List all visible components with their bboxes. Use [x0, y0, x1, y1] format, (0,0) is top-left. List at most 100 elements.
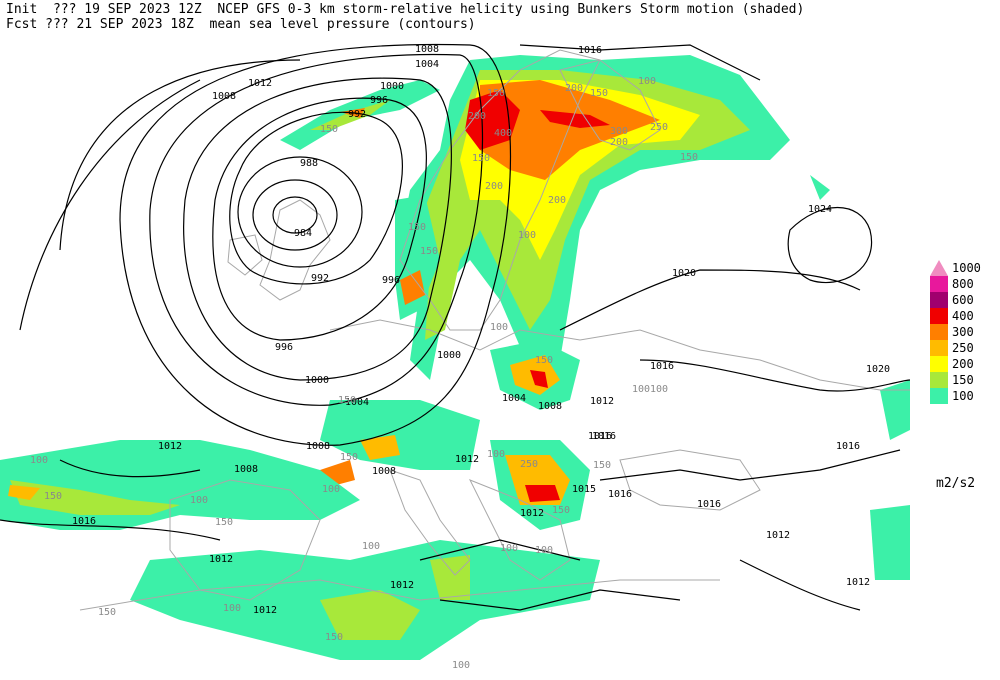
coastline-british-isles [259, 199, 331, 301]
legend-entry: 1000 [930, 260, 1000, 276]
coastline-italy [389, 469, 471, 576]
legend-swatch [930, 340, 948, 356]
helicity-area-east [880, 380, 910, 440]
helicity-label: 150 [215, 517, 233, 528]
pressure-label: 1012 [248, 78, 272, 89]
helicity-label: 150 [680, 152, 698, 163]
isobar-1020-east [559, 269, 861, 331]
helicity-label: 100 [490, 322, 508, 333]
helicity-area-sw-band-200 [8, 485, 40, 500]
pressure-label: 1000 [305, 375, 329, 386]
pressure-label: 1008 [306, 441, 330, 452]
helicity-area-scandinavia-400b [540, 110, 610, 128]
isobar-984 [272, 196, 318, 234]
helicity-area-alps [320, 400, 480, 470]
pressure-label: 996 [382, 275, 400, 286]
helicity-area-med-150 [320, 590, 420, 640]
pressure-label: 1016 [650, 361, 674, 372]
pressure-label: 1000 [437, 350, 461, 361]
helicity-label: 100 [362, 541, 380, 552]
pressure-label: 1004 [345, 397, 369, 408]
helicity-label: 150 [44, 491, 62, 502]
pressure-label: 1016 [608, 489, 632, 500]
pressure-contours [0, 43, 911, 611]
pressure-label: 1008 [234, 464, 258, 475]
helicity-area-finland [810, 175, 830, 200]
coastline-finland [559, 59, 661, 151]
helicity-label: 150 [593, 460, 611, 471]
pressure-label: 996 [275, 342, 293, 353]
helicity-area-poland-400 [530, 370, 548, 388]
isobar-1012-south [419, 539, 681, 611]
legend-entry: 800 [930, 276, 1000, 292]
helicity-label: 150 [338, 395, 356, 406]
helicity-label: 100 [638, 76, 656, 87]
legend-swatch [930, 372, 948, 388]
legend-swatch [930, 292, 948, 308]
helicity-area-scandinavia-400 [465, 90, 520, 150]
legend-label: 400 [952, 309, 974, 323]
coastline-north-africa [79, 579, 720, 611]
isobar-996 [212, 97, 427, 341]
pressure-contour-labels: 1008 1016 1012 1004 1008 996 1000 992 98… [72, 44, 890, 616]
helicity-label: 150 [590, 88, 608, 99]
helicity-area-alps-200 [360, 435, 400, 460]
legend-entry: 150 [930, 372, 1000, 388]
legend-swatch [930, 260, 948, 276]
pressure-label: 1012 [158, 441, 182, 452]
legend-label: 150 [952, 373, 974, 387]
isobar-992 [229, 111, 403, 285]
pressure-label: 1004 [415, 59, 439, 70]
legend-label: 100 [952, 389, 974, 403]
legend-label: 800 [952, 277, 974, 291]
legend-swatch [930, 388, 948, 404]
pressure-label: 996 [370, 95, 388, 106]
pressure-label: 1020 [672, 268, 696, 279]
legend-swatch [930, 308, 948, 324]
helicity-label: 100 [535, 545, 553, 556]
helicity-label: 200 [468, 111, 486, 122]
coastline-balkans-greece [468, 479, 571, 581]
helicity-area-sw-band-150 [10, 480, 180, 515]
helicity-label: 100 [518, 230, 536, 241]
helicity-contour-labels: 100 200 150 150 300 200 250 150 400 200 … [30, 76, 698, 671]
coastline-scandinavia [399, 49, 601, 331]
legend-label: 200 [952, 357, 974, 371]
pressure-label: 992 [348, 109, 366, 120]
legend-label: 300 [952, 325, 974, 339]
isobar-1016-east [639, 359, 911, 392]
helicity-label: 100 [223, 603, 241, 614]
helicity-label: 200 [485, 181, 503, 192]
isobar-1024 [787, 207, 873, 284]
helicity-label: 150 [535, 355, 553, 366]
legend-units: m2/s2 [936, 476, 976, 491]
pressure-label: 1024 [808, 204, 832, 215]
legend-entry: 300 [930, 324, 1000, 340]
legend-entry: 600 [930, 292, 1000, 308]
helicity-label: 100 [30, 455, 48, 466]
helicity-area-med-150b [430, 555, 470, 600]
legend-swatch [930, 276, 948, 292]
pressure-label: 1008 [415, 44, 439, 55]
coastlines [79, 49, 910, 611]
helicity-label: 150 [340, 452, 358, 463]
helicity-label: 150 [320, 124, 338, 135]
isobar-992-inner [237, 156, 363, 268]
pressure-label: 1000 [380, 81, 404, 92]
pressure-label: 1016 [72, 516, 96, 527]
helicity-label: 200 [548, 195, 566, 206]
helicity-area-sw-band [0, 440, 360, 530]
legend-entry: 250 [930, 340, 1000, 356]
legend-entry: 400 [930, 308, 1000, 324]
helicity-label: 100 [322, 484, 340, 495]
pressure-label: 1016 [578, 45, 602, 56]
pressure-label: 988 [300, 158, 318, 169]
helicity-label: 150 [552, 505, 570, 516]
helicity-label: 100 [632, 384, 650, 395]
pressure-label: 1012 [390, 580, 414, 591]
pressure-label: 1004 [502, 393, 526, 404]
isobar-1012-se [739, 559, 861, 611]
pressure-label: 1012 [455, 454, 479, 465]
helicity-label: 250 [520, 459, 538, 470]
